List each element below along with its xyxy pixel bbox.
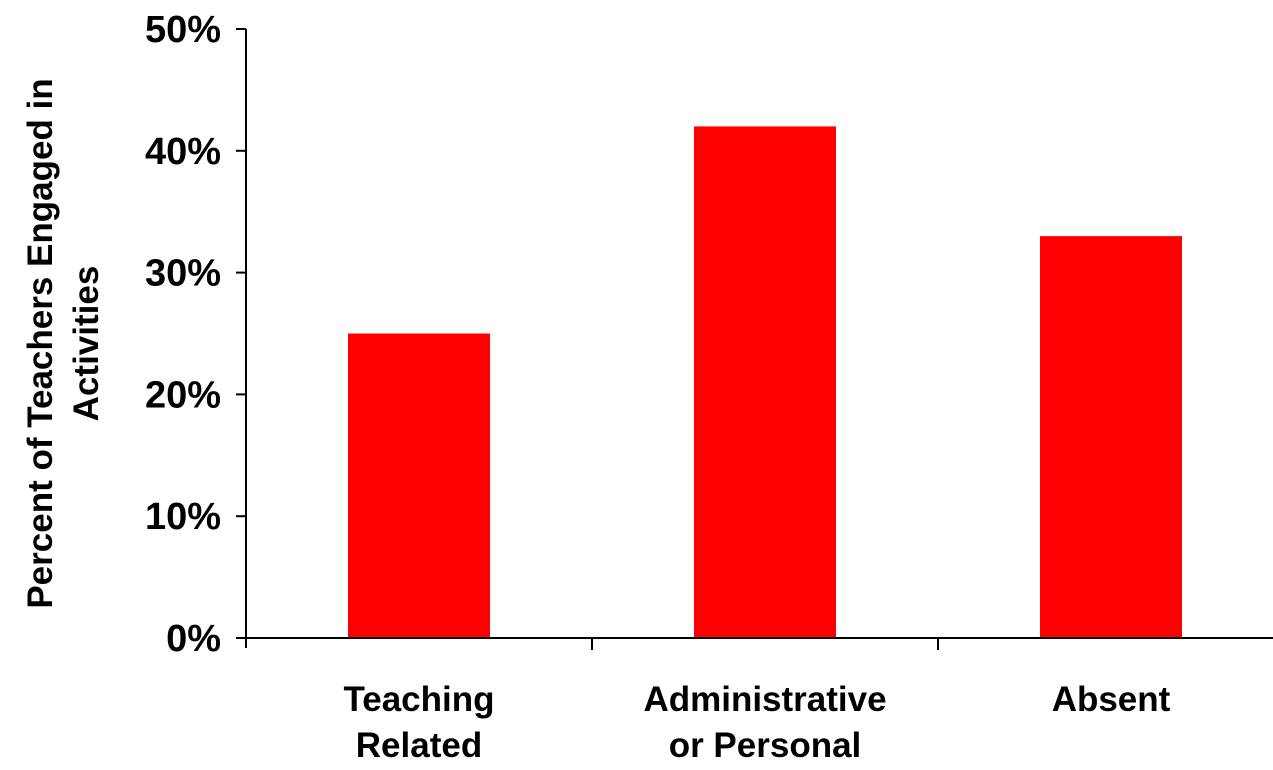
x-category-label-line: Related bbox=[356, 726, 482, 765]
y-tick-label: 40% bbox=[145, 131, 221, 173]
y-axis-title-text: Percent of Teachers Engaged in Activities bbox=[21, 78, 106, 608]
x-labels-group: Teaching Related Administrative or Personal… bbox=[343, 680, 1170, 765]
y-axis-title-line: Activities bbox=[67, 266, 106, 422]
bar-0 bbox=[348, 333, 490, 638]
x-category-label-line: Administrative bbox=[643, 680, 886, 719]
y-axis-title-line: Percent of Teachers Engaged in bbox=[21, 78, 60, 608]
bars-group bbox=[348, 126, 1182, 639]
bar-1 bbox=[694, 126, 836, 639]
bar-2 bbox=[1040, 236, 1182, 638]
y-ticks-group: 0% 10% 20% 30% 40% 50% bbox=[145, 9, 246, 660]
y-axis-title: Percent of Teachers Engaged in Activities bbox=[21, 78, 106, 608]
x-category-label-line: Teaching bbox=[343, 680, 494, 719]
x-category-label: Absent bbox=[1052, 680, 1171, 719]
x-category-label-line: Absent bbox=[1052, 680, 1171, 719]
x-category-label: Teaching Related bbox=[343, 680, 494, 765]
y-tick-label: 20% bbox=[145, 374, 221, 416]
x-category-label: Administrative or Personal bbox=[643, 680, 886, 765]
y-tick-label: 50% bbox=[145, 9, 221, 51]
y-tick-label: 30% bbox=[145, 253, 221, 295]
axes-group bbox=[236, 29, 1273, 650]
y-tick-label: 10% bbox=[145, 496, 221, 538]
y-tick-label: 0% bbox=[166, 618, 221, 660]
x-category-label-line: or Personal bbox=[669, 726, 862, 765]
